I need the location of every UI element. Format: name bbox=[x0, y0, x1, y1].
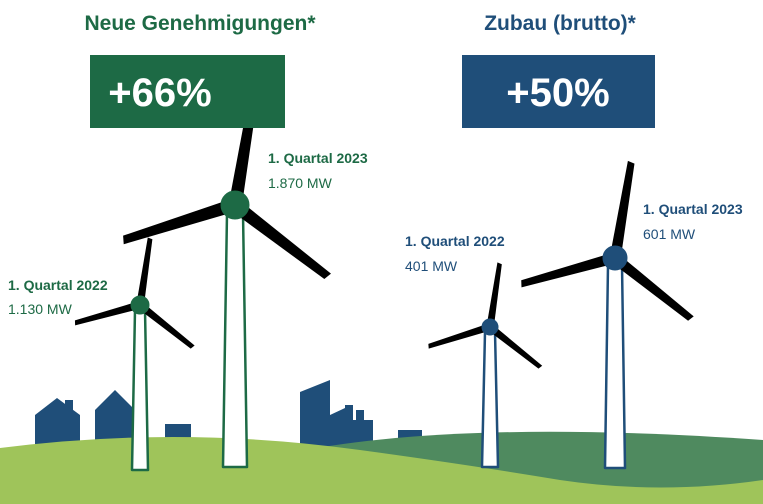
item-value: 1.870 MW bbox=[268, 175, 333, 191]
turbine-big-green bbox=[120, 87, 336, 469]
change-box bbox=[462, 55, 655, 128]
item-label: 1. Quartal 2023 bbox=[268, 150, 368, 166]
panel-title: Neue Genehmigungen* bbox=[84, 12, 316, 35]
item-label: 1. Quartal 2023 bbox=[643, 201, 743, 217]
change-box bbox=[90, 55, 285, 128]
turbine-big-navy bbox=[519, 160, 698, 470]
turbine-small-navy bbox=[427, 262, 545, 469]
item-label: 1. Quartal 2022 bbox=[8, 277, 108, 293]
change-value: +66% bbox=[108, 71, 211, 115]
buildings bbox=[35, 380, 422, 452]
panel-title: Zubau (brutto)* bbox=[484, 12, 636, 35]
item-value: 401 MW bbox=[405, 258, 458, 274]
item-value: 601 MW bbox=[643, 226, 696, 242]
item-value: 1.130 MW bbox=[8, 301, 73, 317]
item-label: 1. Quartal 2022 bbox=[405, 233, 505, 249]
turbine-small-green bbox=[73, 237, 198, 472]
hill-front bbox=[0, 436, 763, 504]
change-value: +50% bbox=[506, 71, 609, 115]
